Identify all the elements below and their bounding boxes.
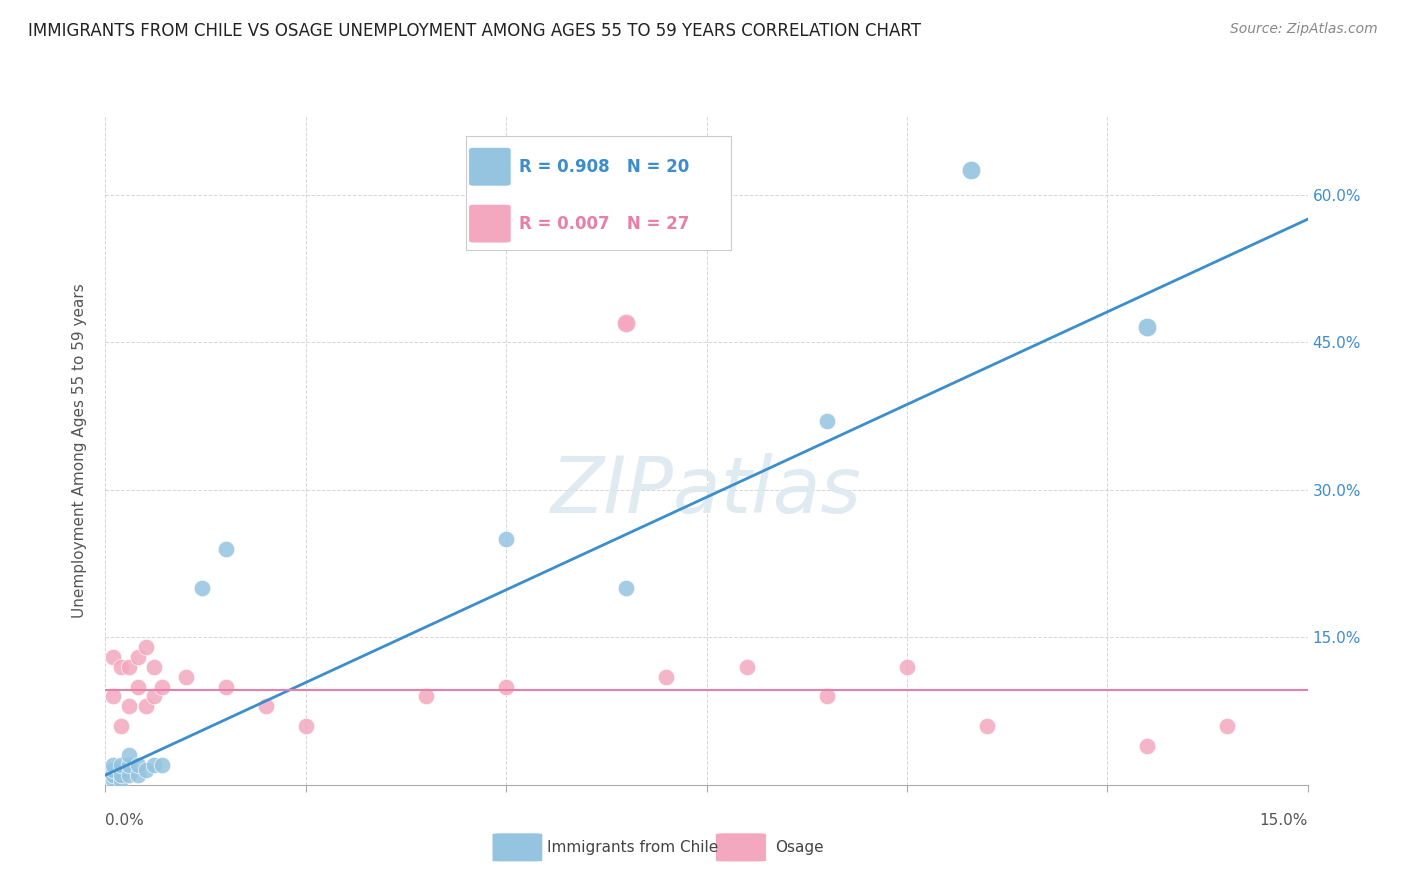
Point [616, 581, 638, 595]
Point [118, 748, 141, 763]
Point [616, 316, 638, 330]
Point [174, 670, 197, 684]
Y-axis label: Unemployment Among Ages 55 to 59 years: Unemployment Among Ages 55 to 59 years [72, 283, 87, 618]
Point [103, 690, 125, 704]
Point [135, 640, 157, 655]
Point [214, 680, 236, 694]
Point [118, 758, 141, 772]
Text: IMMIGRANTS FROM CHILE VS OSAGE UNEMPLOYMENT AMONG AGES 55 TO 59 YEARS CORRELATIO: IMMIGRANTS FROM CHILE VS OSAGE UNEMPLOYM… [28, 22, 921, 40]
Point [616, 316, 638, 330]
Point [103, 772, 125, 787]
Point [135, 763, 157, 777]
Point [295, 719, 318, 733]
Text: Osage: Osage [775, 840, 824, 855]
Point [735, 660, 758, 674]
Point [655, 670, 678, 684]
Point [135, 699, 157, 714]
Point [495, 680, 517, 694]
Point [110, 719, 132, 733]
Text: 15.0%: 15.0% [1260, 814, 1308, 828]
Point [127, 680, 149, 694]
Point [150, 680, 173, 694]
Point [254, 699, 277, 714]
FancyBboxPatch shape [492, 833, 543, 862]
Point [960, 163, 983, 178]
Point [150, 758, 173, 772]
FancyBboxPatch shape [716, 833, 766, 862]
Text: 0.0%: 0.0% [105, 814, 145, 828]
Point [103, 763, 125, 777]
Point [495, 532, 517, 546]
Point [214, 541, 236, 556]
Text: Immigrants from Chile: Immigrants from Chile [547, 840, 718, 855]
Point [1136, 320, 1159, 334]
Point [815, 414, 838, 428]
Point [415, 690, 437, 704]
Point [815, 690, 838, 704]
Point [896, 660, 918, 674]
Point [103, 758, 125, 772]
Point [110, 660, 132, 674]
Point [976, 719, 998, 733]
Point [103, 768, 125, 782]
Text: Source: ZipAtlas.com: Source: ZipAtlas.com [1230, 22, 1378, 37]
Point [103, 650, 125, 665]
Point [110, 772, 132, 787]
Point [127, 758, 149, 772]
Point [1136, 739, 1159, 753]
Point [110, 768, 132, 782]
Point [118, 699, 141, 714]
Point [1216, 719, 1239, 733]
Point [142, 758, 165, 772]
Point [190, 581, 212, 595]
Point [127, 650, 149, 665]
Point [118, 660, 141, 674]
Point [110, 758, 132, 772]
Point [142, 690, 165, 704]
Text: ZIPatlas: ZIPatlas [551, 452, 862, 529]
Point [127, 768, 149, 782]
Point [118, 768, 141, 782]
Point [142, 660, 165, 674]
